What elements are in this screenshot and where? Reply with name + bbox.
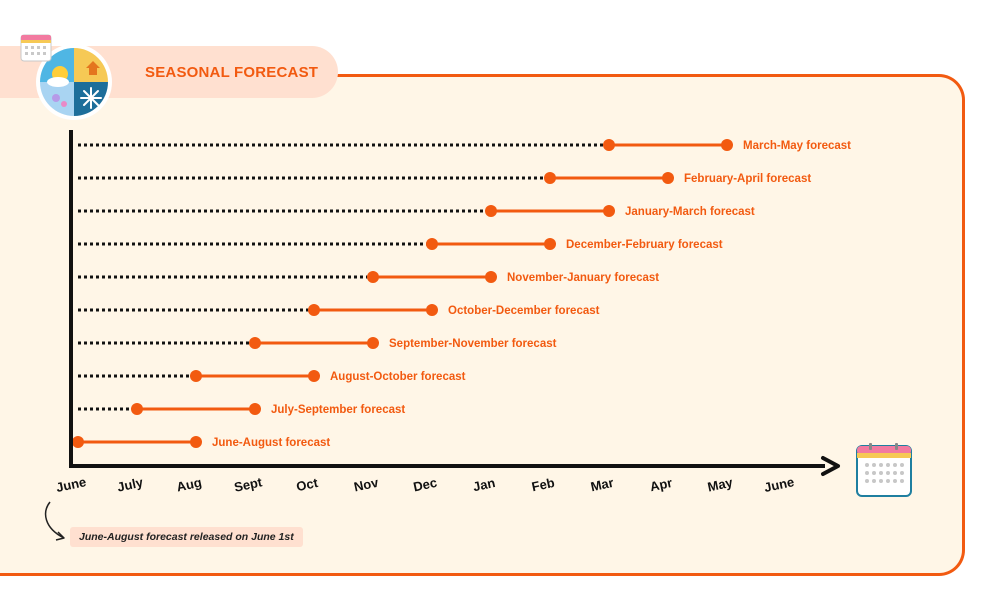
month-tick-label: May — [706, 474, 735, 494]
calendar-icon — [856, 443, 912, 497]
forecast-end-dot — [485, 271, 497, 283]
forecast-start-dot — [190, 370, 202, 382]
forecast-label: June-August forecast — [212, 437, 330, 449]
month-tick-label: Nov — [352, 475, 380, 495]
month-tick-label: July — [116, 474, 145, 494]
month-tick-label: Jan — [472, 475, 497, 494]
forecast-end-dot — [603, 205, 615, 217]
forecast-end-dot — [426, 304, 438, 316]
forecast-end-dot — [662, 172, 674, 184]
calendar-icon — [20, 34, 52, 62]
curved-arrow-icon — [44, 501, 65, 541]
forecast-start-dot — [367, 271, 379, 283]
forecast-start-dot — [426, 238, 438, 250]
forecast-end-dot — [249, 403, 261, 415]
forecast-label: February-April forecast — [684, 173, 811, 185]
forecast-start-dot — [308, 304, 320, 316]
month-tick-label: June — [763, 474, 796, 495]
month-tick-label: Feb — [530, 475, 556, 494]
release-note: June-August forecast released on June 1s… — [70, 527, 303, 547]
forecast-start-dot — [72, 436, 84, 448]
forecast-label: October-December forecast — [448, 305, 600, 317]
month-tick-label: Aug — [175, 475, 203, 495]
forecast-label: November-January forecast — [507, 272, 659, 284]
forecast-label: January-March forecast — [625, 206, 755, 218]
page-title: SEASONAL FORECAST — [145, 64, 319, 81]
month-tick-label: Dec — [412, 475, 438, 495]
forecast-panel — [0, 74, 965, 576]
month-tick-label: Apr — [649, 475, 674, 494]
forecast-start-dot — [131, 403, 143, 415]
forecast-end-dot — [544, 238, 556, 250]
forecast-end-dot — [721, 139, 733, 151]
forecast-end-dot — [308, 370, 320, 382]
month-tick-label: June — [55, 474, 88, 495]
x-axis-arrowhead — [821, 456, 840, 476]
forecast-start-dot — [485, 205, 497, 217]
forecast-end-dot — [190, 436, 202, 448]
forecast-label: December-February forecast — [566, 239, 723, 251]
forecast-start-dot — [603, 139, 615, 151]
month-tick-label: Sept — [233, 474, 264, 495]
forecast-label: September-November forecast — [389, 338, 557, 350]
forecast-label: March-May forecast — [743, 140, 851, 152]
forecast-start-dot — [249, 337, 261, 349]
seasons-icon — [36, 44, 112, 120]
month-tick-label: Oct — [295, 475, 320, 494]
month-tick-label: Mar — [589, 475, 615, 494]
forecast-end-dot — [367, 337, 379, 349]
forecast-label: August-October forecast — [330, 371, 466, 383]
forecast-label: July-September forecast — [271, 404, 405, 416]
forecast-start-dot — [544, 172, 556, 184]
